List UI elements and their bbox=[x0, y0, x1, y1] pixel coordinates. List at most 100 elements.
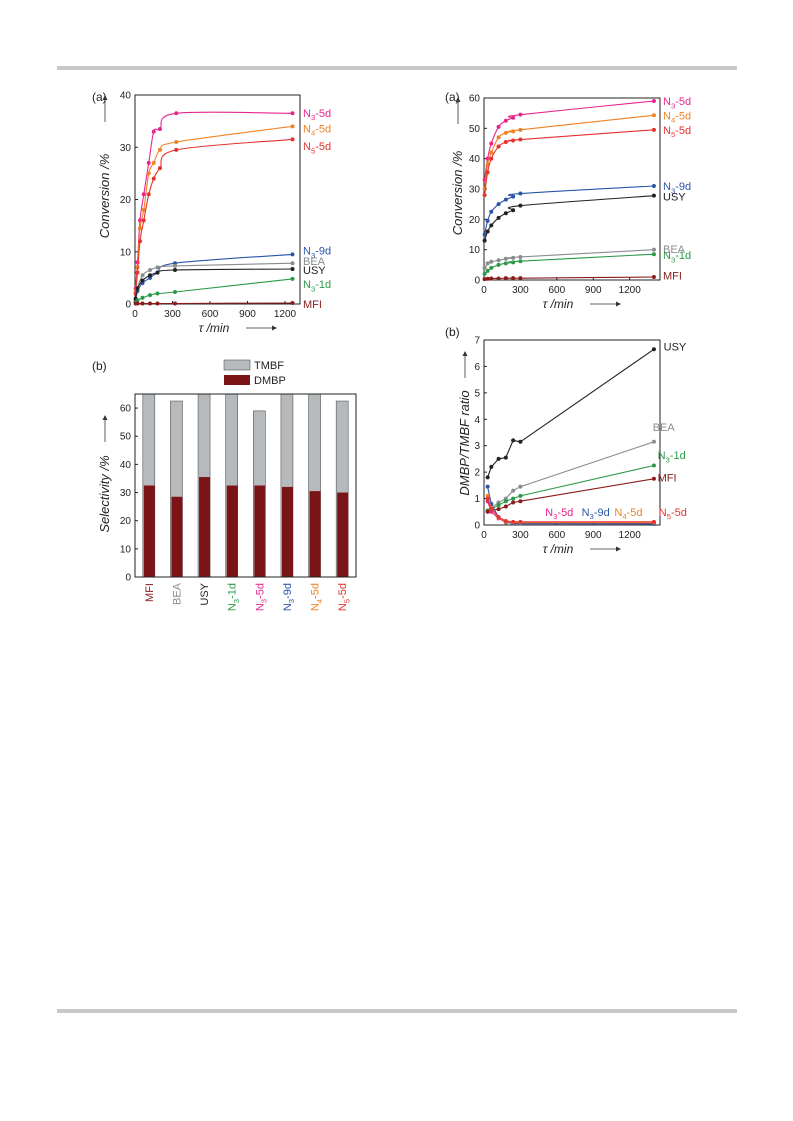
y-axis-arrowhead bbox=[102, 95, 108, 100]
data-point-N3_5d bbox=[174, 111, 179, 116]
label-part: N bbox=[310, 603, 322, 611]
data-point-N3_9d bbox=[496, 202, 501, 207]
data-point-BEA bbox=[140, 273, 145, 278]
data-point-USY bbox=[290, 266, 295, 271]
data-point-N3_1d bbox=[511, 260, 516, 265]
label-part: N bbox=[663, 110, 671, 122]
data-point-N3_9d bbox=[489, 209, 494, 214]
label-part: -5d bbox=[557, 507, 573, 519]
series-line-N3_5d bbox=[484, 100, 654, 180]
data-point-USY bbox=[496, 215, 501, 220]
data-point-N4_5d bbox=[146, 171, 151, 176]
data-point-MFI bbox=[651, 274, 656, 279]
label-part: N bbox=[303, 108, 311, 120]
label-part: N bbox=[663, 125, 671, 137]
data-point-USY bbox=[511, 208, 516, 213]
label-subscript: 5 bbox=[311, 147, 315, 156]
label-part: N bbox=[545, 507, 553, 519]
y-axis-arrowhead bbox=[102, 415, 108, 420]
label-subscript: 4 bbox=[671, 116, 676, 125]
series-label-BEA: BEA bbox=[303, 256, 326, 268]
x-axis-arrowhead bbox=[616, 301, 621, 307]
data-point-MFI bbox=[651, 476, 656, 481]
data-point-N5_5d bbox=[651, 519, 656, 524]
label-part: N bbox=[337, 603, 349, 611]
data-point-N4_5d bbox=[141, 207, 146, 212]
category-label-N4_5d: N4-5d bbox=[310, 583, 324, 611]
label-subscript: 3 bbox=[287, 599, 296, 603]
data-point-N3_5d bbox=[141, 192, 146, 197]
data-point-N3_5d bbox=[290, 111, 295, 116]
x-tick-label: 600 bbox=[202, 309, 219, 320]
data-point-N3_5d bbox=[651, 99, 656, 104]
y-tick-label: 6 bbox=[474, 362, 480, 373]
data-point-N5_5d bbox=[496, 144, 501, 149]
data-point-USY bbox=[489, 223, 494, 228]
data-point-N3_9d bbox=[485, 484, 490, 489]
series-label-N3_9d: N3-9d bbox=[663, 181, 691, 195]
bar-dmbp-N5_5d bbox=[337, 492, 349, 577]
label-part: -9d bbox=[594, 507, 610, 519]
data-point-N3_9d bbox=[485, 218, 490, 223]
data-point-N5_5d bbox=[511, 519, 516, 524]
data-point-N4_5d bbox=[651, 113, 656, 118]
label-part: -5d bbox=[310, 583, 322, 599]
data-point-N4_5d bbox=[158, 147, 162, 152]
x-axis-label: τ /min bbox=[543, 297, 574, 311]
label-subscript: 3 bbox=[311, 113, 315, 122]
data-point-BEA bbox=[482, 265, 487, 270]
x-tick-label: 600 bbox=[548, 285, 565, 296]
data-point-MFI bbox=[140, 301, 145, 306]
data-point-N3_1d bbox=[489, 265, 494, 270]
data-point-N3_1d bbox=[148, 293, 152, 298]
label-subscript: 5 bbox=[671, 130, 675, 139]
label-subscript: 3 bbox=[671, 255, 675, 264]
chart-left-b: MFI BEA USYN3-1dN3-5dN3-9dN4-5dN5-5d010203… bbox=[92, 359, 357, 611]
data-point-N4_5d bbox=[518, 127, 523, 132]
x-tick-label: 1200 bbox=[274, 309, 297, 320]
data-point-N3_5d bbox=[146, 160, 151, 165]
data-point-USY bbox=[651, 193, 656, 198]
chart-right-b: 0 1 2 3 4 5 6 7 0 300 600 900 1200 (b) τ /min DMBP/TMBF… bbox=[445, 325, 687, 556]
data-point-N5_5d bbox=[489, 156, 494, 161]
data-point-N3_9d bbox=[651, 183, 656, 188]
x-tick-label: 900 bbox=[585, 530, 602, 541]
bar-dmbp-N3_9d bbox=[281, 486, 293, 577]
data-point-N3_5d bbox=[503, 118, 508, 123]
data-point-BEA bbox=[503, 256, 508, 261]
series-label-USY: USY bbox=[664, 342, 687, 354]
label-part: N bbox=[658, 450, 666, 462]
plot-frame bbox=[134, 94, 301, 305]
label-part: -5d bbox=[315, 141, 331, 153]
data-point-MFI bbox=[489, 276, 494, 281]
data-point-N4_5d bbox=[151, 160, 156, 165]
y-tick-label: 50 bbox=[120, 432, 132, 443]
data-point-USY bbox=[140, 278, 145, 283]
label-part: -5d bbox=[627, 507, 643, 519]
label-subscript: 3 bbox=[260, 599, 269, 603]
y-axis-label: Conversion /% bbox=[450, 151, 465, 236]
data-point-USY bbox=[518, 203, 523, 208]
label-part: N bbox=[582, 507, 590, 519]
category-label-N3_1d: N3-1d bbox=[227, 583, 241, 611]
series-label-N4_5d: N4-5d bbox=[663, 110, 691, 124]
y-tick-label: 30 bbox=[469, 185, 481, 196]
data-point-N5_5d bbox=[489, 507, 494, 512]
bottom-rule bbox=[57, 1009, 737, 1013]
series-label-USY: USY bbox=[663, 192, 686, 204]
label-part: -5d bbox=[254, 583, 266, 599]
category-label-N3_9d: N3-9d bbox=[282, 583, 296, 611]
series-label-N4_5d: N4-5d bbox=[303, 123, 331, 137]
plot-frame bbox=[483, 97, 661, 281]
label-subscript: 5 bbox=[342, 599, 351, 603]
data-point-N3_5d bbox=[518, 112, 523, 117]
y-axis-arrowhead bbox=[455, 97, 461, 102]
data-point-N3_9d bbox=[503, 197, 508, 202]
label-part: N bbox=[659, 507, 667, 519]
data-point-BEA bbox=[489, 259, 494, 264]
data-point-BEA bbox=[511, 255, 516, 260]
data-point-USY bbox=[511, 438, 516, 443]
data-point-USY bbox=[485, 229, 490, 234]
data-point-MFI bbox=[290, 300, 295, 305]
series-line-N3_5d bbox=[135, 111, 293, 289]
